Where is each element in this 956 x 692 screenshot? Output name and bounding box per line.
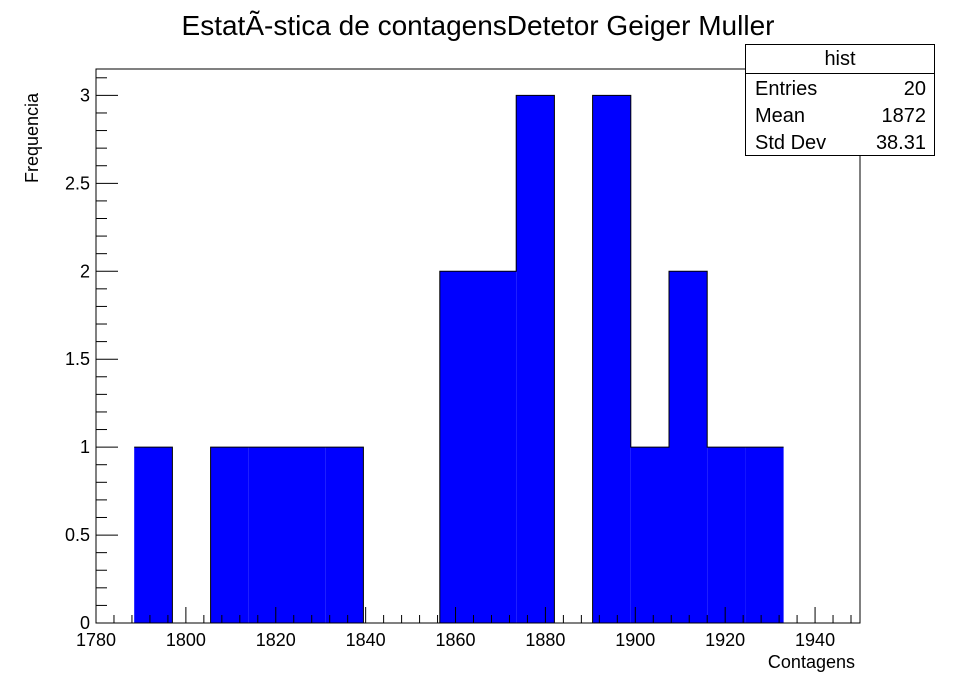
plot-frame xyxy=(95,68,861,624)
stats-label: Std Dev xyxy=(755,132,827,154)
stats-box: hist Entries 20 Mean 1872 Std Dev 38.31 xyxy=(745,44,935,156)
histogram-bar xyxy=(439,271,478,623)
stats-label: Entries xyxy=(755,78,818,100)
histogram-bar xyxy=(516,95,555,623)
bars-group xyxy=(134,94,784,624)
histogram-bar xyxy=(745,447,784,623)
stats-row-stddev: Std Dev 38.31 xyxy=(746,128,934,155)
stats-box-title: hist xyxy=(746,45,934,74)
stats-row-mean: Mean 1872 xyxy=(746,101,934,128)
histogram-bar xyxy=(210,447,249,623)
y-tick-label: 3 xyxy=(80,85,90,105)
stats-value: 38.31 xyxy=(875,132,926,154)
x-tick-label: 1920 xyxy=(705,630,745,650)
chart-title: EstatÃ-stica de contagensDetetor Geiger … xyxy=(181,10,775,41)
y-tick-label: 2.5 xyxy=(65,173,90,193)
stats-value: 1872 xyxy=(881,105,927,127)
y-axis-label: Frequencia xyxy=(22,92,42,183)
histogram-bar xyxy=(134,447,173,623)
x-axis-label: Contagens xyxy=(768,652,855,672)
y-tick-label: 1 xyxy=(80,437,90,457)
stats-row-entries: Entries 20 xyxy=(746,74,934,101)
stats-label: Mean xyxy=(755,105,806,127)
histogram-bar xyxy=(325,447,364,623)
y-tick-label: 1.5 xyxy=(65,349,90,369)
x-tick-label: 1780 xyxy=(76,630,116,650)
y-axis: 0 0.5 1 1.5 2 2.5 3 xyxy=(65,77,118,633)
histogram-bar xyxy=(248,447,287,623)
x-tick-label: 1880 xyxy=(525,630,565,650)
y-tick-label: 0 xyxy=(80,613,90,633)
y-tick-label: 0.5 xyxy=(65,525,90,545)
x-tick-label: 1840 xyxy=(346,630,386,650)
x-tick-label: 1820 xyxy=(256,630,296,650)
stats-value: 20 xyxy=(903,78,926,100)
x-axis: 1780 1800 1820 1840 1860 1880 1900 1920 1940 xyxy=(76,607,852,650)
y-tick-label: 2 xyxy=(80,261,90,281)
x-tick-label: 1860 xyxy=(436,630,476,650)
histogram-outline xyxy=(134,94,784,624)
x-tick-label: 1940 xyxy=(795,630,835,650)
histogram-bar xyxy=(669,271,708,623)
x-tick-label: 1900 xyxy=(615,630,655,650)
histogram-bar xyxy=(287,447,326,623)
histogram-bar xyxy=(592,95,631,623)
histogram-bar xyxy=(478,271,517,623)
histogram-bar xyxy=(630,447,669,623)
x-tick-label: 1800 xyxy=(166,630,206,650)
histogram-bar xyxy=(707,447,746,623)
